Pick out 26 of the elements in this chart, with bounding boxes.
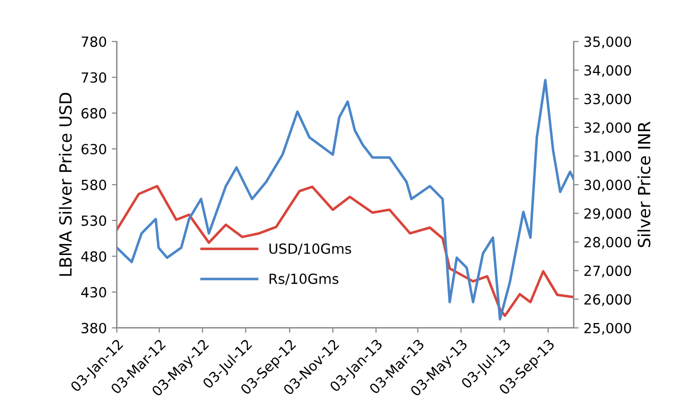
- y2-tick-label: 26,000: [584, 294, 632, 306]
- y-axis-title: LBMA Silver Price USD: [58, 92, 72, 276]
- line-series: [116, 78, 574, 321]
- y-tick-label: 680: [82, 108, 106, 119]
- y2-axis-title: Silver Price INR: [638, 122, 650, 248]
- y-tick-label: 630: [82, 144, 106, 154]
- y-tick-label: 530: [82, 215, 106, 226]
- y2-tick-label: 27,000: [584, 266, 632, 278]
- y-tick-label: 380: [82, 322, 106, 334]
- line-series: [116, 184, 574, 317]
- y2-tick-label: 35,000: [584, 36, 632, 48]
- y2-tick-label: 33,000: [584, 94, 632, 106]
- y2-tick-label: 30,000: [584, 180, 632, 192]
- y2-tick-label: 25,000: [584, 322, 632, 335]
- y-tick-label: 430: [81, 287, 106, 298]
- y2-tick-label: 31,000: [584, 151, 632, 163]
- y-tick-label: 780: [82, 36, 106, 47]
- y2-tick-label: 28,000: [584, 236, 632, 249]
- y-tick-label: 580: [82, 180, 106, 190]
- y-tick-label: 480: [81, 251, 106, 262]
- y-tick-label: 730: [82, 72, 106, 83]
- y2-tick-label: 29,000: [584, 208, 632, 220]
- legend-label: USD/10Gms: [269, 243, 352, 256]
- y2-tick-label: 32,000: [584, 122, 632, 134]
- y2-tick-label: 34,000: [584, 65, 632, 78]
- legend-label: Rs/10Gms: [270, 274, 338, 286]
